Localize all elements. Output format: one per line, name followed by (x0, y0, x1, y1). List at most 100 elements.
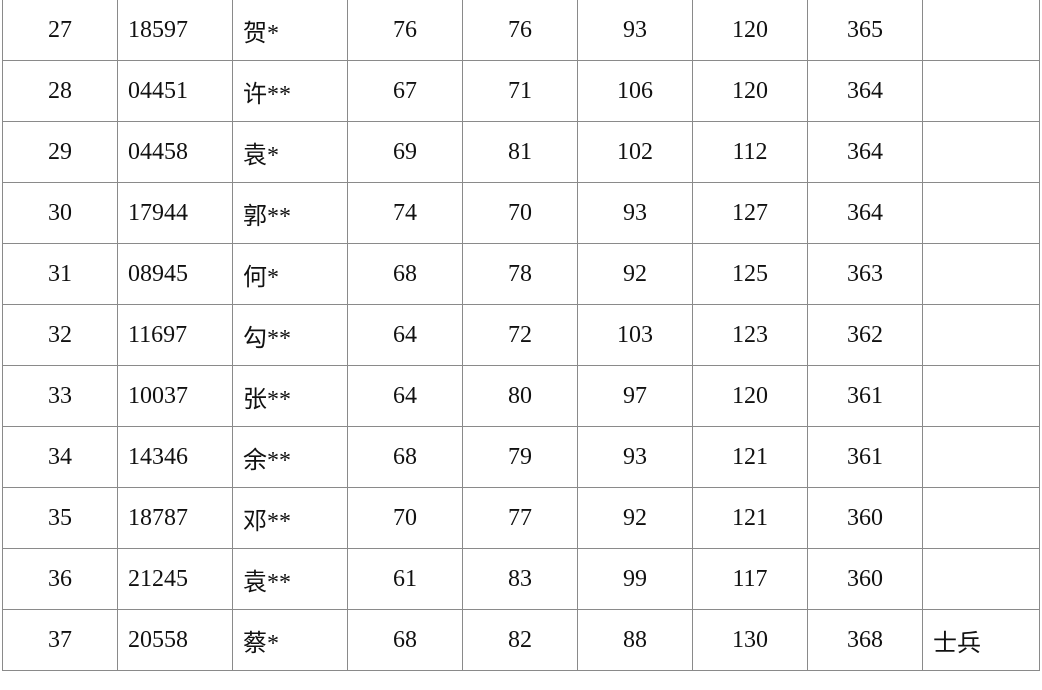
cell-rank: 36 (2, 548, 118, 610)
table-row: 35 18787 邓** 70 77 92 121 360 (2, 487, 1040, 549)
cell-score-1: 70 (347, 487, 463, 549)
cell-score-4: 121 (692, 426, 808, 488)
cell-exam-id: 18787 (117, 487, 233, 549)
cell-score-1: 74 (347, 182, 463, 244)
cell-score-1: 68 (347, 426, 463, 488)
cell-total: 362 (807, 304, 923, 366)
cell-score-2: 77 (462, 487, 578, 549)
cell-name: 许** (232, 60, 348, 122)
cell-note: 士兵 (922, 609, 1040, 671)
cell-score-3: 102 (577, 121, 693, 183)
cell-rank: 28 (2, 60, 118, 122)
cell-name: 勾** (232, 304, 348, 366)
cell-note (922, 304, 1040, 366)
cell-score-4: 120 (692, 365, 808, 427)
cell-score-2: 78 (462, 243, 578, 305)
cell-score-3: 99 (577, 548, 693, 610)
cell-rank: 33 (2, 365, 118, 427)
cell-score-4: 112 (692, 121, 808, 183)
cell-total: 364 (807, 182, 923, 244)
cell-note (922, 60, 1040, 122)
cell-score-3: 93 (577, 182, 693, 244)
cell-note (922, 182, 1040, 244)
cell-exam-id: 17944 (117, 182, 233, 244)
cell-score-4: 120 (692, 0, 808, 61)
cell-score-4: 123 (692, 304, 808, 366)
cell-score-1: 69 (347, 121, 463, 183)
cell-score-3: 88 (577, 609, 693, 671)
cell-exam-id: 10037 (117, 365, 233, 427)
cell-score-4: 127 (692, 182, 808, 244)
cell-rank: 37 (2, 609, 118, 671)
cell-score-1: 67 (347, 60, 463, 122)
cell-rank: 34 (2, 426, 118, 488)
cell-score-3: 93 (577, 426, 693, 488)
cell-note (922, 243, 1040, 305)
cell-score-1: 64 (347, 304, 463, 366)
cell-total: 361 (807, 365, 923, 427)
score-table: 27 18597 贺* 76 76 93 120 365 28 04451 许** 67 71 106 12… (2, 0, 1040, 671)
cell-rank: 31 (2, 243, 118, 305)
cell-score-2: 82 (462, 609, 578, 671)
cell-score-4: 130 (692, 609, 808, 671)
cell-name: 袁** (232, 548, 348, 610)
table-row: 32 11697 勾** 64 72 103 123 362 (2, 304, 1040, 366)
cell-note (922, 365, 1040, 427)
table-row: 31 08945 何* 68 78 92 125 363 (2, 243, 1040, 305)
table-row: 27 18597 贺* 76 76 93 120 365 (2, 0, 1040, 61)
cell-rank: 27 (2, 0, 118, 61)
cell-note (922, 426, 1040, 488)
cell-name: 贺* (232, 0, 348, 61)
cell-total: 364 (807, 121, 923, 183)
cell-score-2: 80 (462, 365, 578, 427)
cell-rank: 29 (2, 121, 118, 183)
cell-score-4: 117 (692, 548, 808, 610)
cell-score-2: 79 (462, 426, 578, 488)
cell-score-3: 93 (577, 0, 693, 61)
cell-score-1: 68 (347, 243, 463, 305)
cell-score-1: 64 (347, 365, 463, 427)
cell-total: 364 (807, 60, 923, 122)
cell-score-3: 106 (577, 60, 693, 122)
table-row: 28 04451 许** 67 71 106 120 364 (2, 60, 1040, 122)
cell-score-3: 92 (577, 243, 693, 305)
cell-score-3: 103 (577, 304, 693, 366)
cell-exam-id: 14346 (117, 426, 233, 488)
cell-total: 368 (807, 609, 923, 671)
cell-exam-id: 04451 (117, 60, 233, 122)
cell-exam-id: 11697 (117, 304, 233, 366)
cell-name: 邓** (232, 487, 348, 549)
cell-name: 蔡* (232, 609, 348, 671)
table-row: 34 14346 余** 68 79 93 121 361 (2, 426, 1040, 488)
cell-exam-id: 20558 (117, 609, 233, 671)
cell-name: 张** (232, 365, 348, 427)
table-row: 37 20558 蔡* 68 82 88 130 368 士兵 (2, 609, 1040, 671)
cell-exam-id: 04458 (117, 121, 233, 183)
table-row: 36 21245 袁** 61 83 99 117 360 (2, 548, 1040, 610)
cell-rank: 35 (2, 487, 118, 549)
cell-note (922, 548, 1040, 610)
cell-note (922, 0, 1040, 61)
cell-note (922, 121, 1040, 183)
cell-total: 360 (807, 487, 923, 549)
cell-rank: 32 (2, 304, 118, 366)
cell-score-2: 81 (462, 121, 578, 183)
cell-score-3: 97 (577, 365, 693, 427)
table-row: 33 10037 张** 64 80 97 120 361 (2, 365, 1040, 427)
cell-score-1: 76 (347, 0, 463, 61)
cell-score-2: 83 (462, 548, 578, 610)
cell-score-4: 120 (692, 60, 808, 122)
cell-note (922, 487, 1040, 549)
cell-exam-id: 18597 (117, 0, 233, 61)
cell-score-2: 70 (462, 182, 578, 244)
cell-total: 363 (807, 243, 923, 305)
cell-exam-id: 08945 (117, 243, 233, 305)
cell-total: 360 (807, 548, 923, 610)
cell-score-2: 72 (462, 304, 578, 366)
table-row: 29 04458 袁* 69 81 102 112 364 (2, 121, 1040, 183)
cell-total: 365 (807, 0, 923, 61)
cell-rank: 30 (2, 182, 118, 244)
cell-name: 郭** (232, 182, 348, 244)
cell-score-4: 125 (692, 243, 808, 305)
cell-name: 袁* (232, 121, 348, 183)
